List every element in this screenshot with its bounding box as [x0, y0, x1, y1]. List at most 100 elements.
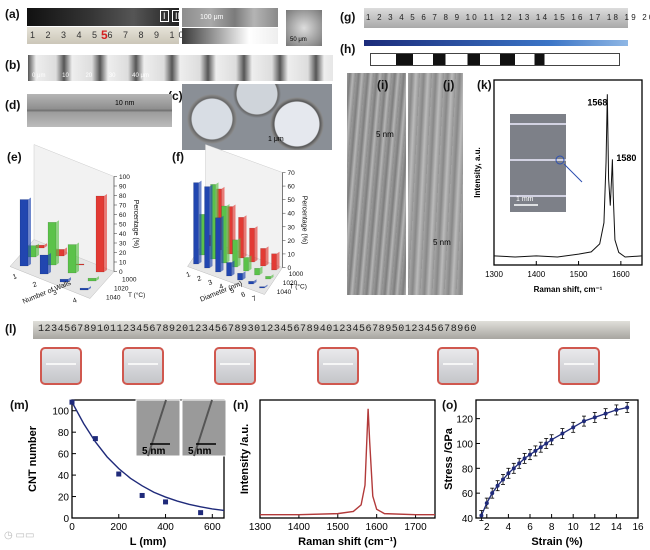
- ruler-g: [364, 8, 628, 28]
- photo-a-sem: [286, 10, 322, 46]
- chart-f-ytick-label: 50: [288, 197, 296, 204]
- photo-a-fiber: [27, 8, 179, 26]
- panel-label-l: (l): [5, 322, 17, 336]
- chart-f-bar: [259, 286, 265, 289]
- chart-f-ytick-label: 60: [288, 184, 296, 191]
- chart-f-xtick-label: 5: [229, 287, 235, 295]
- panel-label-a: (a): [5, 7, 20, 21]
- chart-o-point: [538, 445, 543, 450]
- chart-o-xtick-label: 12: [589, 522, 601, 533]
- chart-f-bar-side: [226, 204, 230, 263]
- chart-o-ylabel: Stress /GPa: [443, 427, 455, 490]
- chart-e-bar-side: [64, 247, 67, 256]
- chart-o-point: [614, 407, 619, 412]
- chart-e-ytick-label: 30: [119, 241, 127, 248]
- chart-e-series-label: 1000: [122, 276, 137, 283]
- chart-f-bar: [204, 186, 210, 269]
- chart-m-inset-photo: [135, 399, 181, 457]
- chart-e-ytick-label: 100: [119, 174, 130, 181]
- chart-m-xtick-label: 600: [204, 522, 221, 533]
- chart-f-bar-side: [231, 260, 235, 276]
- chart-n-ylabel: Intensity /a.u.: [239, 424, 251, 494]
- chart-f-ylabel: Percentage (%): [301, 196, 308, 245]
- scale-b: 0 μm 10 20 30 40 μm: [32, 73, 149, 79]
- chart-f-bar: [254, 268, 260, 276]
- chart-m-point: [198, 510, 204, 516]
- photo-c: [182, 84, 332, 150]
- chart-k-xtick-label: 1400: [527, 270, 545, 279]
- photo-h-bar: [364, 40, 628, 46]
- chart-k-ylabel: Intensity, a.u.: [473, 147, 482, 198]
- panel-label-b: (b): [5, 58, 21, 72]
- chart-f-ytick-label: 10: [288, 251, 296, 258]
- chart-m-xlabel: L (mm): [130, 536, 167, 548]
- chart-o-point: [495, 483, 500, 488]
- chart-f-bar: [271, 253, 277, 271]
- ruler-l: [33, 321, 630, 339]
- chart-m-inset-scale: 5 nm: [142, 446, 165, 457]
- chart-m-ytick-label: 60: [58, 450, 70, 461]
- chart-f-bar-side: [259, 266, 263, 275]
- chart-f-ytick-label: 70: [288, 170, 296, 177]
- ruler-a-mark: 5: [101, 28, 108, 42]
- chart-e-bar-side: [56, 220, 59, 265]
- chart-k-inset-arrow: [563, 163, 583, 183]
- chart-e-xtick-label: 2: [32, 281, 38, 289]
- chart-n-xtick-label: 1300: [249, 522, 272, 533]
- ruler-l-inset-2: [122, 347, 164, 385]
- chart-m-ytick-label: 20: [58, 493, 70, 504]
- chart-e-ytick-label: 40: [119, 231, 127, 238]
- photo-d: [27, 94, 172, 127]
- panel-label-f: (f): [172, 150, 184, 164]
- chart-f-bar: [193, 182, 199, 265]
- chart-o-point: [501, 477, 505, 482]
- ruler-a: [27, 27, 179, 44]
- chart-o-point: [517, 461, 522, 466]
- chart-o-point: [560, 431, 565, 436]
- chart-o-point: [484, 501, 489, 506]
- chart-m-ytick-label: 0: [63, 514, 69, 525]
- panel-label-g: (g): [340, 10, 356, 24]
- chart-e-bar-side: [76, 242, 79, 273]
- chart-m-xtick-label: 200: [110, 522, 127, 533]
- chart-f-xtick-label: 6: [240, 291, 246, 299]
- chart-k-xtick-label: 1500: [570, 270, 588, 279]
- chart-f-series-label: 1020: [283, 280, 298, 287]
- chart-f-ytick-label: 40: [288, 211, 296, 218]
- ruler-a-numbers: 1 2 3 4 5 6 7 8 9 10: [30, 30, 188, 40]
- chart-o-point: [549, 437, 554, 442]
- ruler-l-inset-3: [214, 347, 256, 385]
- chart-f-bar-side: [276, 251, 280, 270]
- ruler-l-inset-1: [40, 347, 82, 385]
- chart-e-xtick-label: 4: [72, 297, 78, 305]
- chart-e-bar-side: [104, 194, 107, 272]
- ruler-l-inset-6: [558, 347, 600, 385]
- chart-o-point: [479, 513, 484, 518]
- ruler-l-numbers: 1234567891011234567892012345678930123456…: [38, 324, 477, 335]
- chart-m-point: [69, 399, 75, 405]
- chart-o-ytick-label: 100: [456, 439, 473, 450]
- chart-e-ytick-label: 0: [119, 269, 123, 276]
- chart-o-xtick-label: 14: [611, 522, 623, 533]
- panel-label-m: (m): [10, 398, 29, 412]
- chart-f-bar-side: [220, 215, 224, 272]
- chart-f-ytick-label: 0: [288, 265, 292, 272]
- chart-e-bar: [95, 195, 105, 273]
- panel-label-j: (j): [443, 78, 455, 92]
- chart-e-bar-side: [96, 276, 99, 281]
- scale-i: 5 nm: [376, 130, 394, 139]
- chart-f-bar-side: [270, 274, 274, 279]
- ruler-l-inset-5: [437, 347, 479, 385]
- chart-m-inset-tube: [147, 399, 167, 457]
- scale-c: 1 μm: [268, 136, 284, 143]
- chart-f-bar-side: [209, 184, 213, 268]
- panel-label-h: (h): [340, 42, 356, 56]
- scale-d: 10 nm: [115, 100, 135, 107]
- chart-f-bar-side: [254, 226, 258, 262]
- chart-o-xlabel: Strain (%): [531, 536, 583, 548]
- chart-f-bar: [248, 281, 254, 285]
- chart-o-point: [490, 491, 495, 496]
- photo-i: [347, 73, 406, 295]
- chart-f-bar-side: [253, 279, 257, 284]
